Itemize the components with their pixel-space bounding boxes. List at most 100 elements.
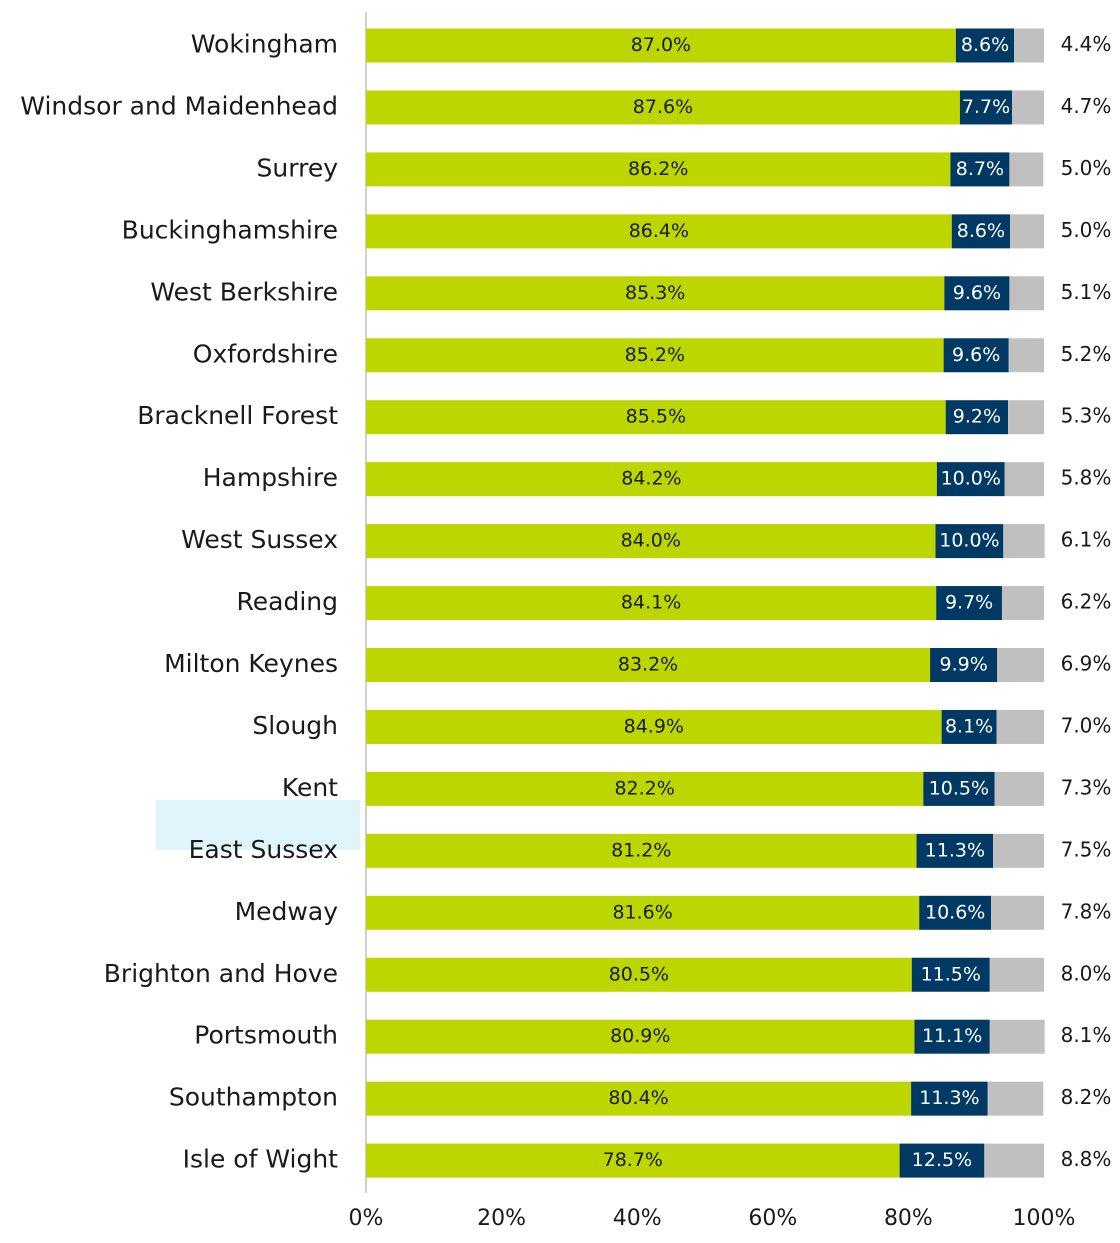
category-label-portsmouth: Portsmouth: [194, 1021, 338, 1050]
category-label-bracknell-forest: Bracknell Forest: [137, 401, 338, 430]
category-label-southampton: Southampton: [169, 1083, 338, 1112]
bar-hampshire-series-1: [366, 462, 937, 497]
bar-east-sussex-series-1: [366, 833, 917, 868]
bar-brighton-and-hove-series-2: [911, 957, 990, 992]
bar-portsmouth-series-1: [366, 1019, 915, 1054]
data-label-reading-series-3: 6.2%: [1061, 590, 1112, 614]
category-label-reading: Reading: [237, 587, 338, 616]
bar-isle-of-wight-series-3: [984, 1143, 1044, 1178]
data-label-portsmouth-series-3: 8.1%: [1061, 1023, 1112, 1047]
bar-bracknell-forest-series-2: [945, 400, 1009, 435]
data-label-portsmouth-series-1: 80.9%: [610, 1025, 670, 1047]
x-tick-100-pct: 100%: [1013, 1206, 1076, 1231]
category-label-medway: Medway: [235, 897, 339, 926]
data-label-isle-of-wight-series-1: 78.7%: [603, 1149, 663, 1171]
data-label-reading-series-1: 84.1%: [621, 592, 681, 614]
data-label-east-sussex-series-3: 7.5%: [1061, 837, 1112, 861]
bar-portsmouth-series-3: [989, 1019, 1045, 1054]
bar-milton-keynes-series-2: [930, 648, 998, 682]
data-label-milton-keynes-series-3: 6.9%: [1061, 652, 1112, 676]
data-label-surrey-series-3: 5.0%: [1061, 156, 1112, 180]
category-label-wokingham: Wokingham: [191, 30, 338, 59]
bar-kent-series-3: [994, 771, 1044, 806]
data-label-buckinghamshire-series-2: 8.6%: [957, 220, 1005, 242]
bar-isle-of-wight-series-1: [366, 1143, 900, 1178]
x-tick-40-pct: 40%: [613, 1206, 662, 1231]
category-label-windsor-and-maidenhead: Windsor and Maidenhead: [20, 91, 338, 120]
data-label-isle-of-wight-series-2: 12.5%: [912, 1149, 972, 1171]
category-label-brighton-and-hove: Brighton and Hove: [104, 959, 338, 988]
bar-west-berkshire-series-2: [944, 276, 1010, 311]
bar-slough-series-3: [996, 709, 1044, 744]
data-label-portsmouth-series-2: 11.1%: [922, 1025, 982, 1047]
category-label-west-sussex: West Sussex: [181, 525, 338, 554]
bar-windsor-and-maidenhead-series-1: [366, 90, 960, 125]
bar-wokingham-series-1: [366, 28, 956, 63]
bar-wokingham-series-3: [1014, 28, 1044, 63]
data-label-windsor-and-maidenhead-series-1: 87.6%: [633, 96, 693, 118]
bar-west-berkshire-series-3: [1009, 276, 1044, 311]
data-label-brighton-and-hove-series-2: 11.5%: [921, 963, 981, 985]
category-label-east-sussex: East Sussex: [189, 835, 338, 864]
bar-southampton-series-1: [366, 1081, 912, 1116]
bar-isle-of-wight-series-2: [899, 1143, 985, 1178]
highlight-band: [156, 800, 360, 850]
data-label-milton-keynes-series-1: 83.2%: [618, 654, 678, 676]
data-label-kent-series-1: 82.2%: [614, 777, 674, 799]
bar-west-berkshire-series-1: [366, 276, 945, 311]
data-label-west-berkshire-series-2: 9.6%: [953, 282, 1001, 304]
data-label-slough-series-3: 7.0%: [1061, 713, 1112, 737]
data-label-southampton-series-2: 11.3%: [919, 1087, 979, 1109]
data-label-hampshire-series-3: 5.8%: [1061, 466, 1112, 490]
category-labels: Wokingham Windsor and Maidenhead Surrey Buc…: [20, 30, 338, 1174]
x-tick-20-pct: 20%: [477, 1206, 526, 1231]
bar-southampton-series-3: [987, 1081, 1044, 1116]
bar-buckinghamshire-series-1: [366, 214, 952, 249]
bar-portsmouth-series-2: [914, 1019, 990, 1054]
data-label-medway-series-2: 10.6%: [925, 901, 985, 923]
bar-hampshire-series-3: [1004, 462, 1044, 497]
data-label-slough-series-2: 8.1%: [945, 715, 993, 737]
data-label-east-sussex-series-2: 11.3%: [925, 839, 985, 861]
category-label-hampshire: Hampshire: [203, 463, 338, 492]
bar-west-sussex-series-3: [1003, 524, 1045, 559]
bar-surrey-series-2: [950, 152, 1010, 187]
x-tick-60-pct: 60%: [748, 1206, 797, 1231]
category-label-milton-keynes: Milton Keynes: [164, 649, 338, 678]
data-label-slough-series-1: 84.9%: [624, 715, 684, 737]
bar-bracknell-forest-series-1: [366, 400, 946, 435]
data-label-wokingham-series-2: 8.6%: [961, 34, 1009, 56]
data-label-wokingham-series-1: 87.0%: [631, 34, 691, 56]
bar-windsor-and-maidenhead-series-2: [959, 90, 1013, 125]
bar-slough-series-1: [366, 709, 942, 744]
data-label-hampshire-series-1: 84.2%: [621, 468, 681, 490]
data-label-east-sussex-series-1: 81.2%: [611, 839, 671, 861]
bar-milton-keynes-series-1: [366, 648, 931, 682]
bar-buckinghamshire-series-3: [1010, 214, 1044, 249]
bar-milton-keynes-series-3: [997, 648, 1044, 682]
bar-medway-series-1: [366, 895, 920, 930]
bar-reading-series-2: [936, 586, 1002, 621]
data-label-surrey-series-1: 86.2%: [628, 158, 688, 180]
bar-east-sussex-series-2: [916, 833, 994, 868]
data-label-oxfordshire-series-2: 9.6%: [952, 344, 1000, 366]
data-label-southampton-series-3: 8.2%: [1061, 1085, 1112, 1109]
x-tick-0-pct: 0%: [349, 1206, 384, 1231]
data-label-windsor-and-maidenhead-series-2: 7.7%: [962, 96, 1010, 118]
data-label-isle-of-wight-series-3: 8.8%: [1061, 1147, 1112, 1171]
bar-east-sussex-series-3: [993, 833, 1044, 868]
data-label-oxfordshire-series-1: 85.2%: [625, 344, 685, 366]
bar-southampton-series-2: [911, 1081, 988, 1116]
bar-oxfordshire-series-2: [943, 338, 1009, 373]
data-label-windsor-and-maidenhead-series-3: 4.7%: [1061, 94, 1112, 118]
data-label-kent-series-2: 10.5%: [929, 777, 989, 799]
bar-slough-series-2: [941, 709, 997, 744]
bar-wokingham-series-2: [955, 28, 1015, 63]
category-label-kent: Kent: [282, 773, 338, 802]
bar-west-sussex-series-1: [366, 524, 936, 559]
category-label-west-berkshire: West Berkshire: [150, 277, 338, 306]
data-label-bracknell-forest-series-1: 85.5%: [626, 406, 686, 428]
data-label-kent-series-3: 7.3%: [1061, 775, 1112, 799]
bar-buckinghamshire-series-2: [951, 214, 1011, 249]
